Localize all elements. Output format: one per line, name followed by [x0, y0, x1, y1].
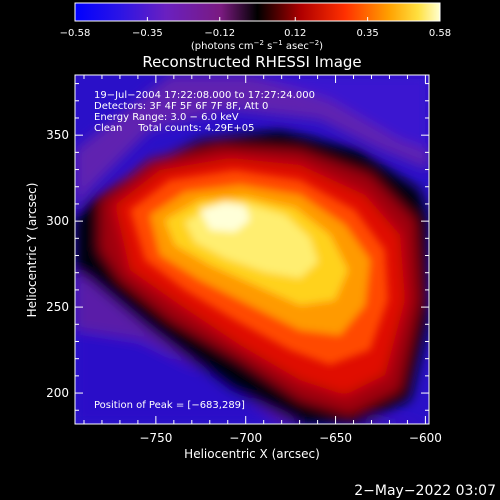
y-tick-label: 350 — [46, 128, 69, 142]
annotation-time: 19−Jul−2004 17:22:08.000 to 17:27:24.000 — [94, 90, 315, 101]
y-tick-label: 250 — [46, 300, 69, 314]
x-tick-label: −600 — [409, 431, 442, 445]
y-axis-ticks: 200 250 300 350 — [46, 83, 429, 411]
colorbar-tick-label: −0.35 — [132, 28, 163, 39]
colorbar-tick-label: −0.12 — [204, 28, 235, 39]
annotation-energy: Energy Range: 3.0 − 6.0 keV — [94, 112, 239, 123]
colorbar-frame — [74, 2, 441, 22]
chart-title: Reconstructed RHESSI Image — [142, 53, 361, 71]
colorbar-gradient — [75, 3, 440, 21]
colorbar-tick-label: −0.58 — [60, 28, 91, 39]
plot-frame — [74, 74, 430, 425]
x-axis-label: Heliocentric X (arcsec) — [184, 447, 320, 461]
colorbar-tick-label: 0.35 — [356, 28, 378, 39]
x-axis-ticks: −750 −700 −650 −600 — [83, 75, 442, 445]
colorbar-tick-label: 0.12 — [284, 28, 306, 39]
y-tick-label: 300 — [46, 214, 69, 228]
footer-date: 2−May−2022 03:07 — [354, 483, 496, 499]
heatmap-image — [75, 75, 429, 424]
annotation-block: 19−Jul−2004 17:22:08.000 to 17:27:24.000… — [94, 90, 315, 134]
colorbar: −0.58 −0.35 −0.12 0.12 0.35 0.58 (photons cm−… — [60, 2, 451, 52]
x-tick-label: −700 — [229, 431, 262, 445]
peak-position-label: Position of Peak = [−683,289] — [94, 400, 245, 411]
x-tick-label: −750 — [139, 431, 172, 445]
annotation-clean: Clean Total counts: 4.29E+05 — [94, 123, 254, 134]
y-tick-label: 200 — [46, 386, 69, 400]
annotation-detectors: Detectors: 3F 4F 5F 6F 7F 8F, Att 0 — [94, 101, 268, 112]
colorbar-ticks: −0.58 −0.35 −0.12 0.12 0.35 0.58 — [60, 17, 451, 39]
colorbar-tick-label: 0.58 — [429, 28, 451, 39]
y-axis-label: Heliocentric Y (arcsec) — [25, 183, 39, 318]
x-tick-label: −650 — [319, 431, 352, 445]
colorbar-unit: (photons cm−2 s−1 asec−2) — [191, 39, 323, 52]
